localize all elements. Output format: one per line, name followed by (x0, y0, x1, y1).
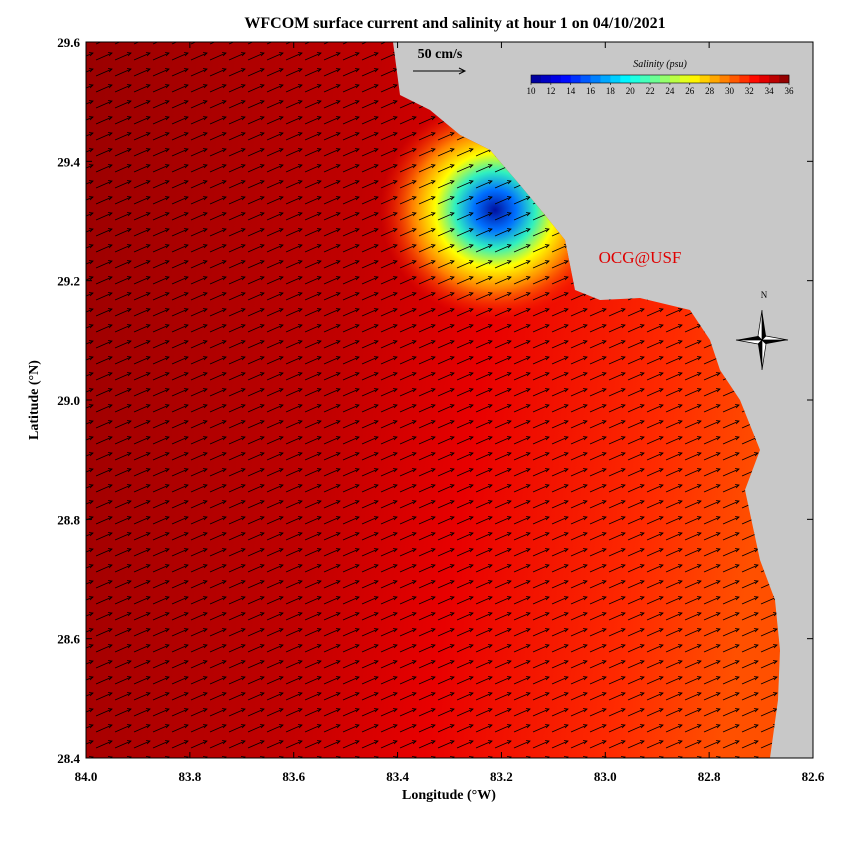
map-title: WFCOM surface current and salinity at ho… (244, 15, 665, 32)
colorbar-segment (749, 75, 760, 83)
colorbar-segment (719, 75, 730, 83)
compass-label: N (761, 290, 768, 300)
y-tick-label: 29.4 (57, 154, 80, 169)
colorbar-segment (679, 75, 691, 83)
colorbar-tick-label: 34 (765, 86, 775, 96)
colorbar-tick-label: 32 (745, 86, 754, 96)
x-tick-label: 83.0 (594, 769, 617, 784)
colorbar-segment (650, 75, 661, 83)
colorbar-tick-label: 22 (646, 86, 655, 96)
colorbar-segment (570, 75, 581, 83)
colorbar-segment (590, 75, 601, 83)
colorbar-segment (560, 75, 571, 83)
x-tick-label: 83.8 (178, 769, 201, 784)
colorbar-tick-label: 26 (685, 86, 695, 96)
colorbar-segment (550, 75, 562, 83)
scale-arrow (413, 67, 467, 75)
colorbar-tick-label: 12 (546, 86, 555, 96)
colorbar-segment (660, 75, 671, 83)
colorbar-tick-label: 14 (566, 86, 576, 96)
compass (735, 309, 789, 371)
colorbar-segment (729, 75, 740, 83)
x-tick-label: 83.6 (282, 769, 305, 784)
x-tick-label: 82.6 (802, 769, 825, 784)
y-tick-label: 28.6 (57, 632, 80, 647)
colorbar-segment (709, 75, 720, 83)
colorbar-tick-label: 10 (527, 86, 537, 96)
y-tick-label: 29.0 (57, 393, 80, 408)
colorbar-tick-label: 20 (626, 86, 636, 96)
colorbar-segment (779, 75, 790, 83)
colorbar-tick-label: 24 (665, 86, 675, 96)
y-axis-label: Latitude (°N) (27, 360, 42, 440)
colorbar-segment (759, 75, 770, 83)
x-tick-label: 82.8 (698, 769, 721, 784)
x-tick-label: 83.4 (386, 769, 409, 784)
colorbar-segment (610, 75, 621, 83)
x-tick-label: 84.0 (75, 769, 98, 784)
colorbar-tick-label: 36 (785, 86, 795, 96)
x-axis-label: Longitude (°W) (402, 788, 496, 803)
colorbar-segment (689, 75, 700, 83)
colorbar-segment (600, 75, 611, 83)
y-tick-label: 28.4 (57, 751, 80, 766)
y-tick-label: 28.8 (57, 512, 80, 527)
colorbar-segment (531, 75, 542, 83)
colorbar-tick-label: 18 (606, 86, 616, 96)
colorbar-segment (620, 75, 631, 83)
colorbar-frame (530, 74, 790, 84)
credit: OCG@USF (599, 248, 682, 267)
colorbar-segment (769, 75, 780, 83)
colorbar-segment (540, 75, 552, 83)
colorbar-segment (580, 75, 591, 83)
x-tick-label: 83.2 (490, 769, 513, 784)
y-tick-label: 29.2 (57, 274, 80, 289)
map-area (86, 42, 813, 758)
colorbar-title: Salinity (psu) (633, 59, 687, 70)
colorbar-tick-label: 16 (586, 86, 596, 96)
colorbar-segment (669, 75, 681, 83)
colorbar-segment (739, 75, 750, 83)
colorbar-segment (630, 75, 641, 83)
colorbar-tick-label: 30 (725, 86, 735, 96)
y-tick-label: 29.6 (57, 35, 80, 50)
colorbar-tick-label: 28 (705, 86, 715, 96)
colorbar-segment (640, 75, 651, 83)
colorbar-segment (699, 75, 710, 83)
scale-label: 50 cm/s (418, 47, 463, 62)
